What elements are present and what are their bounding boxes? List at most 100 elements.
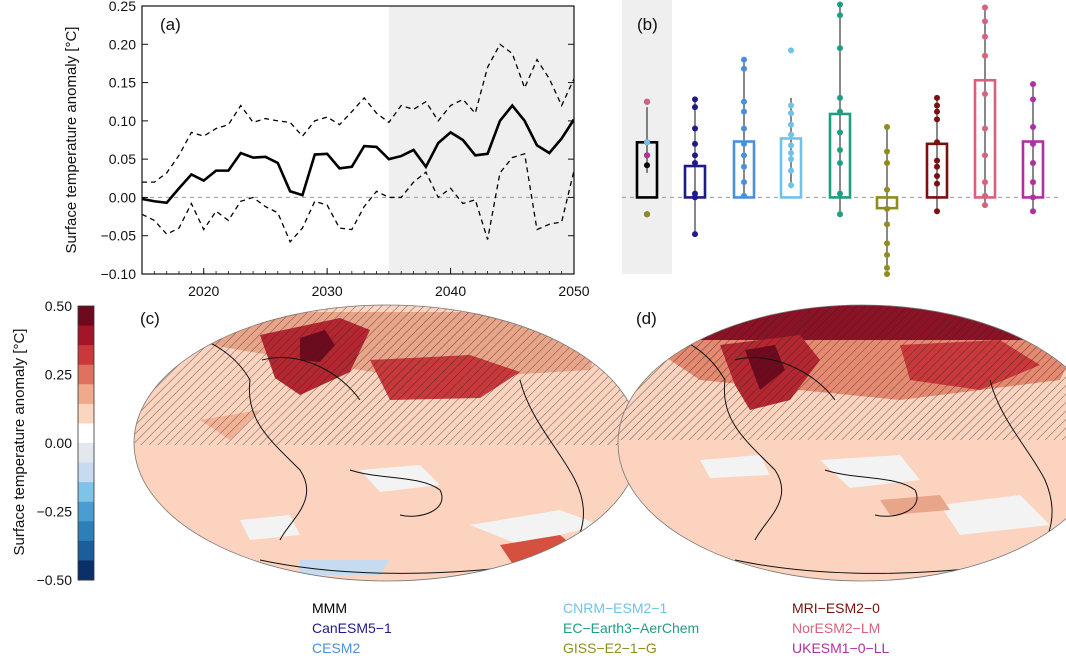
member-point [741,56,747,63]
colorbar-cell [78,403,94,424]
member-point [934,172,940,179]
cooling-patch-c [300,560,390,575]
coastlines-c [159,317,584,574]
colorbar-cell [78,364,94,385]
member-point [934,163,940,170]
member-point [837,108,843,115]
member-point [982,179,988,186]
member-point [788,131,794,138]
member-point [1030,179,1036,186]
member-point [934,108,940,115]
member-point [884,148,890,155]
member-point [741,152,747,159]
member-point [1030,81,1036,88]
colorbar-cell [78,345,94,366]
hatching-c [134,305,640,445]
colorbar-tick-label: 0.25 [45,367,72,383]
member-point [982,52,988,59]
colorbar-cell [78,325,94,346]
member-point [788,156,794,163]
member-point [934,94,940,101]
hatching-d [618,305,1066,440]
mmm-model-point [644,98,650,105]
colorbar-tick-label: 0.50 [45,298,72,314]
map-panel-c: (c) [133,304,641,582]
x-tick-label-a: 2040 [435,283,466,299]
colorbar-tick-label: 0.00 [45,435,72,451]
y-tick-label-a: −0.10 [101,266,137,282]
member-point [741,179,747,186]
legend-item: EC−Earth3−AerChem [563,620,699,636]
colorbar-label: Surface temperature anomaly [°C] [11,329,28,556]
line-chart-panel-a: −0.10 −0.05 0.00 0.05 0.10 0.15 0.20 0.25 2020 2… [63,0,590,299]
neutral-patch-c2 [240,515,300,540]
mmm-model-point [644,139,650,146]
member-point [982,18,988,25]
highlight-period-shading [388,6,574,274]
member-point [982,33,988,40]
legend-item: NorESM2−LM [792,620,880,636]
member-point [692,96,698,103]
colorbar-tick-label: −0.25 [37,504,73,520]
legend-item: MRI−ESM2−0 [792,600,880,616]
colorbar-cell [78,501,94,522]
colorbar-cell [78,540,94,561]
neutral-patch-d1 [820,455,920,488]
series-line-upper [142,43,574,183]
plot-frame-a [141,5,575,275]
member-point [837,1,843,8]
member-point [741,125,747,132]
member-point [884,159,890,166]
member-point [1030,159,1036,166]
legend-item: CNRM−ESM2−1 [563,600,667,616]
colorbar-cell [78,443,94,464]
member-point [884,221,890,228]
member-point [1030,123,1036,130]
member-point [788,121,794,128]
neutral-patch-d2 [700,455,770,478]
member-point [692,140,698,147]
member-point [884,240,890,247]
member-point [788,182,794,189]
coastlines-d [639,317,1053,574]
member-point [884,123,890,130]
member-point [934,139,940,146]
y-tick-label-a: 0.25 [109,0,136,14]
legend-item: CESM2 [312,640,360,656]
series-line-mean [142,103,574,205]
map-panel-d: (d) [617,304,1066,582]
colorbar-cell [78,521,94,542]
member-point [982,125,988,132]
colorbar-cell [78,560,94,581]
member-point [644,162,650,169]
member-point [741,163,747,170]
member-point [741,98,747,105]
bar-chart-panel-b: (b) [622,0,1062,277]
x-tick-label-a: 2050 [558,283,589,299]
colorbar-tick-label: −0.50 [37,572,73,588]
colorbar-frame [77,305,95,581]
legend-item: MMM [312,600,347,616]
member-point [934,157,940,164]
member-point [982,91,988,98]
member-point [692,194,698,201]
member-point [837,211,843,218]
mmm-model-point [644,211,650,218]
y-tick-label-a: −0.05 [101,228,137,244]
member-point [692,159,698,166]
member-point [692,104,698,111]
member-point [1030,194,1036,201]
member-point [982,4,988,11]
panel-label-b: (b) [637,15,658,34]
member-point [982,192,988,199]
member-point [837,129,843,136]
member-point [884,186,890,193]
colorbar-cell [78,482,94,503]
legend: MMM CanESM5−1 CESM2 CNRM−ESM2−1 EC−Earth3−Ae… [312,600,889,656]
colorbar-cell [78,384,94,405]
member-point [692,125,698,132]
member-point [884,271,890,277]
member-point [741,65,747,72]
y-tick-label-a: 0.15 [109,75,136,91]
